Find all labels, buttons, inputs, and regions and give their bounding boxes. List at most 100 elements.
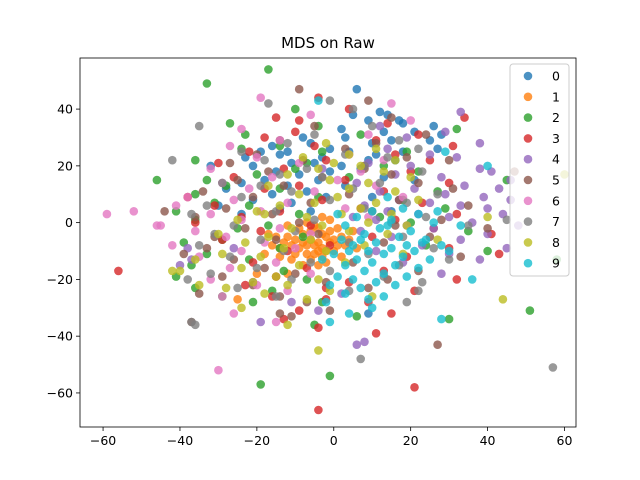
point-class-6 [191, 226, 200, 236]
point-class-9 [437, 314, 446, 324]
point-class-9 [379, 249, 389, 259]
point-class-4 [256, 317, 266, 327]
point-class-9 [367, 258, 377, 267]
point-class-7 [348, 104, 358, 114]
point-class-8 [379, 167, 389, 176]
point-class-7 [264, 99, 273, 108]
point-class-8 [214, 229, 223, 239]
legend-marker-2 [523, 113, 533, 122]
point-class-4 [452, 153, 462, 162]
point-class-3 [241, 280, 250, 290]
point-class-9 [356, 283, 366, 293]
point-class-6 [237, 124, 246, 134]
point-class-7 [218, 178, 227, 188]
point-class-8 [317, 221, 327, 230]
point-class-2 [264, 221, 273, 230]
point-class-7 [356, 354, 366, 364]
point-class-2 [191, 189, 200, 199]
chart-title: MDS on Raw [281, 34, 375, 52]
point-class-7 [187, 209, 196, 219]
point-class-8 [356, 161, 366, 171]
point-class-9 [367, 303, 377, 313]
point-class-8 [306, 235, 316, 244]
x-tick-label: 40 [480, 433, 496, 448]
point-class-2 [525, 306, 535, 315]
x-tick-label: 60 [557, 433, 573, 448]
point-class-6 [152, 221, 162, 230]
point-class-5 [464, 201, 473, 210]
point-class-9 [414, 209, 423, 219]
point-class-6 [225, 141, 235, 151]
point-class-7 [237, 192, 246, 202]
point-class-5 [448, 184, 458, 193]
point-class-3 [321, 155, 331, 165]
point-class-6 [275, 136, 285, 145]
point-class-3 [291, 127, 300, 137]
point-class-4 [475, 138, 485, 148]
point-class-9 [467, 275, 477, 284]
point-class-3 [371, 329, 381, 338]
point-class-5 [387, 113, 396, 122]
point-class-8 [191, 255, 200, 264]
point-class-2 [294, 209, 304, 219]
point-class-9 [437, 241, 446, 250]
point-class-6 [206, 209, 215, 219]
point-class-0 [267, 141, 277, 151]
point-class-5 [437, 215, 446, 225]
point-class-9 [321, 297, 331, 307]
point-class-6 [229, 309, 239, 318]
point-class-4 [475, 255, 485, 264]
point-class-9 [333, 272, 342, 281]
legend-label-8: 8 [552, 235, 560, 250]
point-class-6 [171, 201, 181, 210]
point-class-6 [218, 292, 227, 301]
point-class-5 [202, 243, 212, 253]
legend-marker-0 [523, 71, 533, 81]
point-class-8 [248, 277, 258, 287]
point-class-9 [402, 241, 412, 250]
y-tick-label: −40 [47, 329, 73, 344]
point-class-8 [414, 195, 423, 205]
point-class-8 [364, 178, 373, 188]
point-class-6 [237, 246, 246, 256]
point-class-7 [502, 215, 512, 225]
point-class-8 [283, 170, 292, 179]
point-class-1 [325, 226, 335, 236]
point-class-9 [341, 260, 350, 270]
point-class-6 [387, 99, 396, 108]
point-class-5 [279, 181, 289, 190]
point-class-6 [221, 232, 231, 242]
point-class-6 [252, 153, 262, 162]
point-class-7 [325, 195, 335, 205]
point-class-2 [352, 312, 362, 321]
point-class-2 [291, 104, 300, 114]
point-class-8 [314, 164, 323, 173]
point-class-2 [264, 65, 273, 74]
point-class-4 [287, 297, 296, 307]
point-class-9 [375, 224, 385, 233]
point-class-3 [494, 249, 504, 259]
point-class-0 [433, 144, 442, 154]
point-class-4 [371, 246, 381, 256]
point-class-3 [452, 275, 462, 284]
point-class-5 [275, 309, 285, 318]
point-class-9 [383, 221, 392, 230]
point-class-7 [414, 286, 423, 296]
point-class-9 [337, 235, 346, 244]
point-class-6 [283, 198, 292, 208]
point-class-5 [287, 312, 296, 321]
point-class-8 [314, 275, 323, 284]
point-class-3 [294, 181, 304, 190]
point-class-3 [214, 158, 223, 168]
point-class-8 [237, 263, 246, 273]
point-class-8 [260, 209, 269, 219]
point-class-5 [225, 158, 235, 168]
point-class-7 [394, 136, 404, 145]
point-class-2 [452, 124, 462, 134]
point-class-0 [325, 167, 335, 176]
point-class-8 [314, 346, 323, 355]
point-class-7 [464, 221, 473, 230]
point-class-3 [452, 209, 462, 219]
point-class-6 [168, 241, 177, 250]
point-class-7 [206, 269, 215, 279]
